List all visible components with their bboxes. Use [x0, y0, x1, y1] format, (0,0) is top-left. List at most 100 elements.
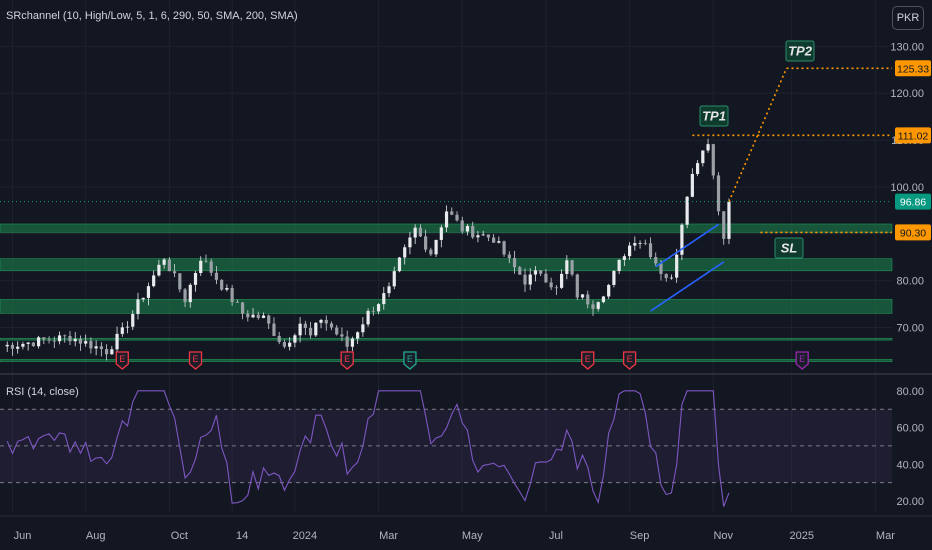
candle-body — [152, 275, 156, 287]
time-tick-label: Jun — [14, 530, 32, 542]
currency-button[interactable]: PKR — [892, 6, 924, 30]
indicator-legend[interactable]: SRchannel (10, High/Low, 5, 1, 6, 290, 5… — [6, 10, 298, 22]
candle-body — [303, 323, 307, 328]
candle-body — [685, 196, 689, 225]
candle-body — [157, 264, 161, 276]
support-resistance-zone — [0, 258, 893, 272]
earnings-marker: E — [622, 351, 637, 370]
candle-body — [277, 335, 281, 343]
candle-body — [78, 338, 83, 344]
tp1-annotation-label: TP1 — [702, 109, 726, 124]
candle-body — [633, 243, 637, 246]
candle-body — [225, 287, 229, 290]
candle-body — [450, 211, 454, 215]
earnings-marker-shape — [340, 351, 354, 370]
candle-body — [560, 273, 564, 288]
candle-body — [387, 286, 391, 294]
candle-body — [502, 241, 506, 255]
time-tick-label: 2024 — [293, 530, 317, 542]
candle-body — [617, 259, 621, 271]
candle-body — [84, 341, 88, 344]
candle-body — [392, 271, 396, 287]
earnings-marker-shape — [188, 351, 203, 370]
time-tick-label: Aug — [86, 530, 106, 542]
candle-body — [596, 302, 600, 309]
rsi-legend[interactable]: RSI (14, close) — [6, 386, 79, 398]
candle-body — [193, 273, 198, 285]
candle-body — [528, 274, 532, 285]
candle-body — [288, 342, 292, 347]
earnings-marker-shape — [403, 351, 417, 370]
candle-body — [99, 346, 103, 350]
earnings-marker-shape — [622, 351, 637, 370]
candle-body — [659, 263, 663, 275]
tp2-annotation-box — [785, 40, 815, 62]
earnings-marker-label: E — [407, 354, 413, 364]
candle-body — [575, 274, 579, 298]
candle-body — [507, 254, 511, 259]
candle-body — [512, 258, 517, 268]
candle-body — [455, 214, 459, 221]
tp2-price-badge-text: 125.33 — [897, 63, 929, 75]
rsi-axis: 20.00 40.00 60.00 80.00 — [896, 386, 924, 508]
candle-body — [335, 327, 339, 335]
candle-body — [178, 273, 182, 290]
candle-body — [131, 314, 135, 327]
price-tick-label: 120.00 — [890, 88, 924, 100]
candle-body — [340, 334, 344, 337]
candle-body — [523, 274, 527, 285]
earnings-marker: E — [115, 351, 129, 370]
candle-body — [706, 144, 710, 151]
candle-body — [486, 234, 490, 238]
candle-body — [471, 225, 475, 238]
candle-body — [199, 260, 203, 274]
candle-body — [716, 175, 721, 212]
current-price-badge: 96.86 — [895, 193, 931, 210]
candle-body — [240, 302, 245, 314]
candle-body — [586, 294, 590, 305]
candle-body — [591, 304, 595, 309]
rsi-line — [6, 390, 730, 507]
candle-body — [533, 270, 538, 275]
candle-body — [680, 224, 684, 255]
earnings-marker: E — [403, 351, 417, 370]
candle-body — [230, 287, 234, 303]
candle-body — [298, 323, 302, 336]
earnings-marker-shape — [115, 351, 129, 370]
candle-body — [16, 346, 20, 349]
price-tick-label: 100.00 — [890, 182, 924, 194]
candle-body — [261, 315, 266, 318]
candle-body — [209, 261, 213, 273]
candle-body — [21, 343, 25, 347]
candle-body — [439, 227, 443, 240]
candle-body — [324, 319, 328, 324]
channel-upper-line — [655, 223, 719, 268]
earnings-marker-shape — [795, 351, 809, 370]
candle-body — [664, 274, 668, 279]
candle-body — [345, 336, 349, 347]
tp1-price-badge-text: 111.02 — [898, 130, 929, 142]
tp2-price-badge-bg — [895, 60, 931, 77]
sl-price-badge-bg — [895, 224, 931, 241]
earnings-marker-label: E — [799, 354, 805, 364]
candle-body — [172, 271, 177, 274]
candle-body — [115, 333, 119, 350]
candle-body — [47, 339, 51, 341]
earnings-marker: E — [188, 351, 203, 370]
grid-lines — [0, 0, 892, 512]
candle-body — [539, 270, 543, 274]
earnings-marker-label: E — [119, 354, 125, 364]
candle-body — [701, 150, 705, 164]
candle-body — [429, 249, 433, 255]
sl-annotation: SL — [774, 237, 804, 259]
candle-body — [256, 314, 260, 318]
candle-body — [476, 235, 480, 238]
candle-body — [638, 243, 642, 244]
candle-body — [434, 239, 438, 255]
candle-body — [105, 349, 109, 355]
time-tick-label: Jul — [549, 530, 563, 542]
candle-body — [722, 211, 726, 239]
sl-price-badge-text: 90.30 — [900, 227, 926, 239]
